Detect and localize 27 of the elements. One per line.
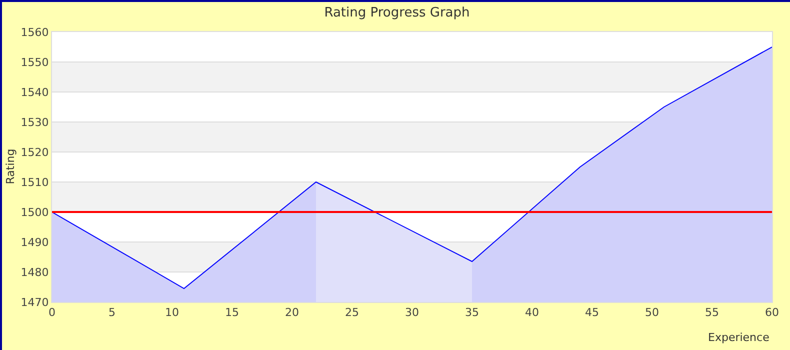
y-tick-label: 1540: [20, 86, 49, 99]
x-tick-label: 5: [108, 306, 116, 320]
x-tick-label: 10: [165, 306, 179, 320]
x-tick-label: 0: [48, 306, 56, 320]
line-series: [52, 46, 772, 289]
y-tick-label: 1520: [20, 146, 49, 159]
y-tick-label: 1480: [20, 266, 49, 279]
y-tick-label: 1500: [20, 206, 49, 219]
x-tick-label: 50: [645, 306, 659, 320]
y-tick-label: 1470: [20, 296, 49, 309]
y-tick-label: 1550: [20, 56, 49, 69]
x-tick-label: 55: [705, 306, 719, 320]
y-axis-title: Rating: [4, 148, 18, 184]
x-tick-label: 60: [765, 306, 779, 320]
x-tick-label: 20: [285, 306, 299, 320]
x-tick-label: 25: [345, 306, 359, 320]
x-tick-label: 15: [225, 306, 239, 320]
x-axis-title: Experience: [708, 331, 770, 344]
y-tick-label: 1490: [20, 236, 49, 249]
y-tick-label: 1560: [20, 26, 49, 39]
x-tick-label: 35: [465, 306, 479, 320]
x-tick-label: 45: [585, 306, 599, 320]
chart-title: Rating Progress Graph: [324, 5, 470, 20]
y-tick-label: 1530: [20, 116, 49, 129]
x-tick-label: 40: [525, 306, 539, 320]
y-tick-label: 1510: [20, 176, 49, 189]
x-tick-label: 30: [405, 306, 419, 320]
